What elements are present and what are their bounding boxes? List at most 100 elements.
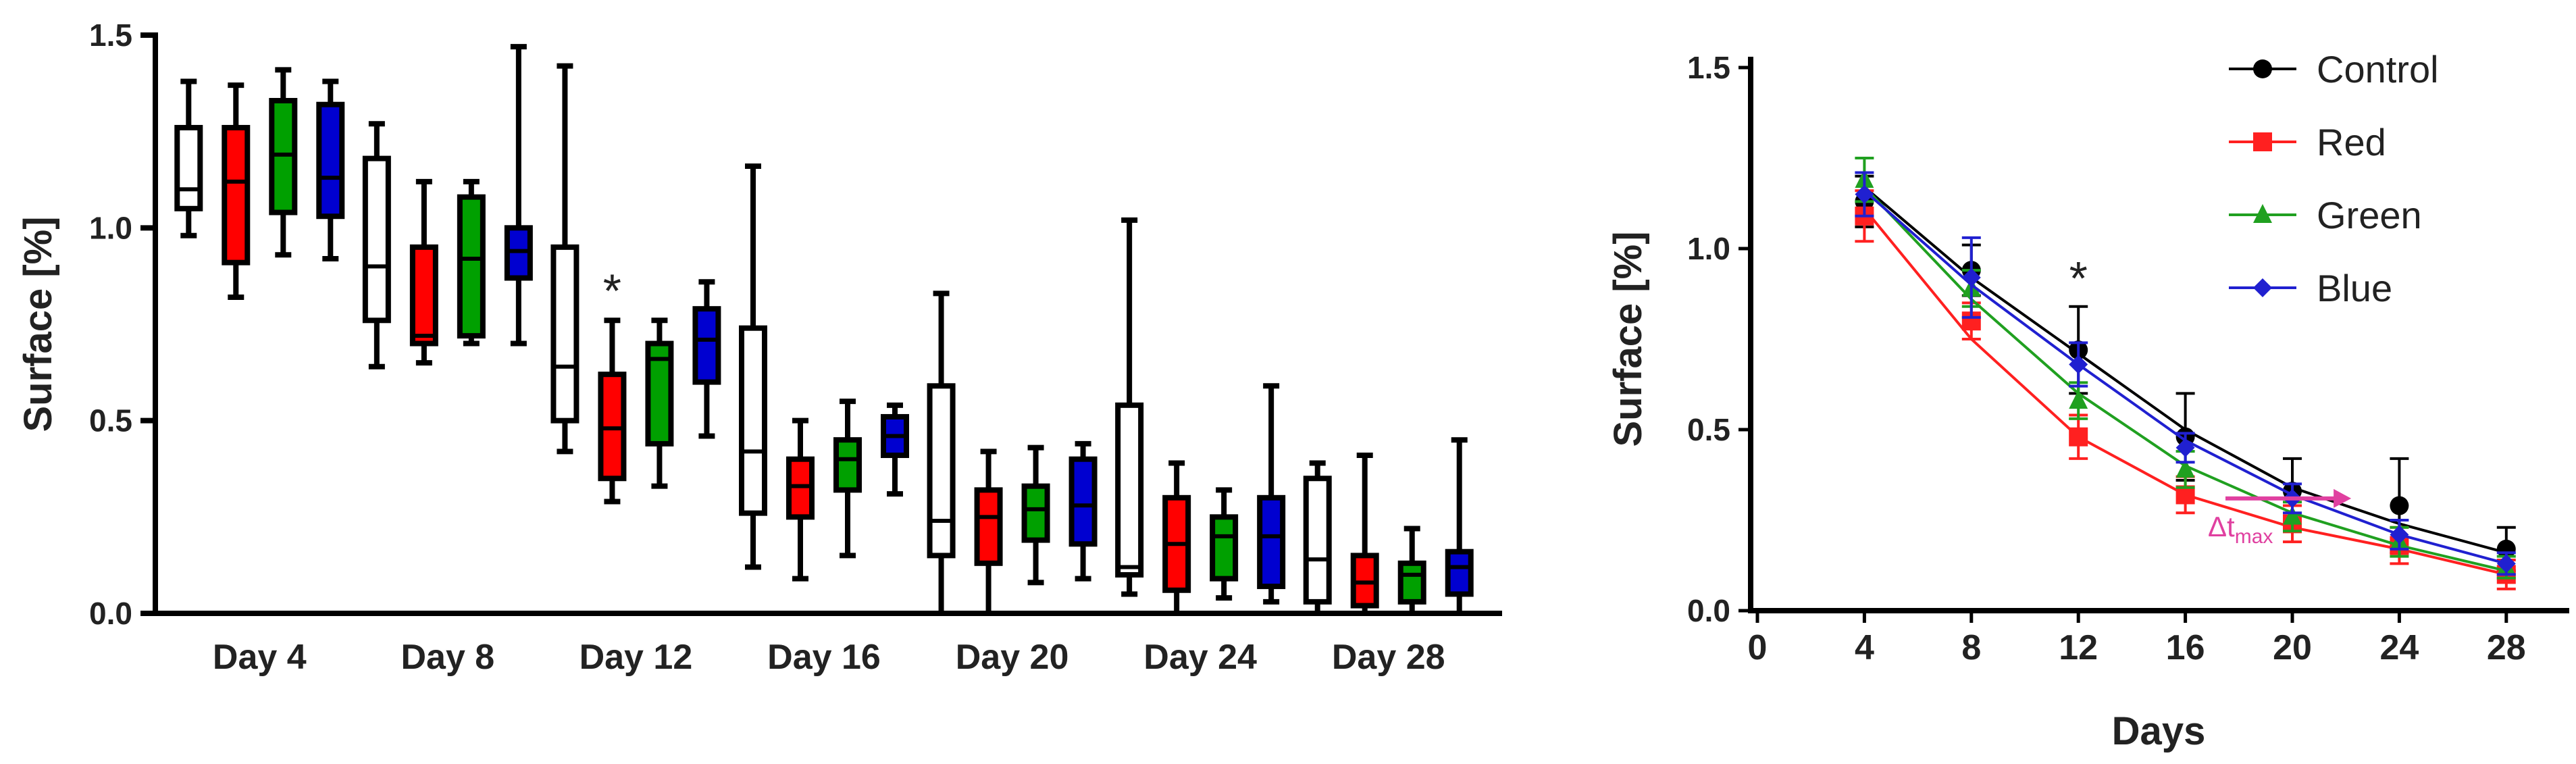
y-axis-title: Surface [%] xyxy=(1606,231,1650,447)
box-body xyxy=(174,124,203,211)
box-body xyxy=(550,244,579,424)
x-tick-label: 12 xyxy=(2059,628,2098,667)
y-tick-label: 1.0 xyxy=(89,210,132,245)
box-green xyxy=(1021,444,1050,586)
x-tick-label: 20 xyxy=(2273,628,2312,667)
boxplot-chart: 0.0 0.5 1.0 1.5 Surface [%] Day 4 Day 8 Day 12 *… xyxy=(16,18,1502,677)
box-control xyxy=(362,121,391,370)
box-body xyxy=(1068,456,1098,547)
data-point xyxy=(2175,438,2195,457)
y-tick-label: 0.0 xyxy=(89,596,132,631)
box-blue xyxy=(316,78,345,261)
significance-marker: * xyxy=(603,264,621,317)
x-tick-label: 0 xyxy=(1748,628,1768,667)
legend-label: Control xyxy=(2317,48,2439,91)
box-control xyxy=(550,63,579,455)
legend-item-blue: Blue xyxy=(2229,267,2392,309)
delta-t-label: Δtmax xyxy=(2208,511,2273,548)
box-body xyxy=(927,383,956,559)
legend-item-green: Green xyxy=(2229,194,2422,236)
fit-line xyxy=(1863,207,2507,576)
data-point xyxy=(2175,458,2195,478)
x-tick-label: 8 xyxy=(1961,628,1981,667)
box-control xyxy=(739,163,767,570)
data-point xyxy=(2069,355,2088,374)
x-tick-label: 24 xyxy=(2379,628,2419,667)
box-body xyxy=(222,124,251,265)
box-green xyxy=(645,317,674,489)
box-blue xyxy=(881,402,909,497)
box-body xyxy=(974,487,1003,566)
box-body xyxy=(1445,549,1474,597)
box-control xyxy=(174,78,203,238)
box-green xyxy=(457,178,486,347)
box-control xyxy=(927,290,956,616)
x-tick-label: 28 xyxy=(2487,628,2526,667)
box-body xyxy=(316,101,345,220)
box-green xyxy=(1397,526,1426,616)
data-point xyxy=(2283,505,2302,525)
y-tick-label: 0.5 xyxy=(89,403,132,438)
box-body xyxy=(692,306,721,385)
box-green xyxy=(833,399,862,559)
box-body xyxy=(1210,514,1239,582)
box-control xyxy=(1115,217,1144,597)
series-blue xyxy=(1855,171,2516,576)
y-tick-label: 1.0 xyxy=(1687,231,1730,266)
data-point xyxy=(2390,496,2409,515)
box-red xyxy=(786,417,815,582)
data-point xyxy=(2253,204,2272,223)
data-point xyxy=(2253,132,2272,151)
box-blue xyxy=(1257,383,1286,605)
x-tick-label: Day 28 xyxy=(1332,638,1445,677)
y-tick-label: 0.5 xyxy=(1687,412,1730,447)
line-chart: 0.0 0.5 1.0 1.5 0 4 8 12 16 20 24 28 Days Surface [%]… xyxy=(1606,48,2569,753)
significance-marker: * xyxy=(2069,252,2088,305)
box-green xyxy=(1210,487,1239,601)
box-red xyxy=(974,449,1003,616)
data-point xyxy=(2496,554,2516,574)
box-blue xyxy=(1445,437,1474,616)
box-body xyxy=(1303,476,1332,605)
data-point xyxy=(1855,184,1874,204)
legend-label: Red xyxy=(2317,121,2386,163)
x-tick-label: Day 4 xyxy=(213,638,307,677)
x-tick-label: Day 16 xyxy=(767,638,881,677)
legend-item-control: Control xyxy=(2229,48,2439,91)
data-point xyxy=(1961,268,1981,287)
data-point xyxy=(2069,427,2088,447)
box-red xyxy=(1350,453,1379,616)
box-blue xyxy=(1068,440,1098,582)
box-red xyxy=(222,82,251,301)
box-green xyxy=(269,67,298,258)
x-tick-label: Day 12 xyxy=(579,638,693,677)
legend-label: Green xyxy=(2317,194,2422,236)
box-body xyxy=(457,194,486,339)
box-body xyxy=(362,155,391,324)
box-blue xyxy=(504,44,533,347)
y-tick-label: 1.5 xyxy=(89,18,132,53)
box-body xyxy=(1021,483,1050,543)
box-blue xyxy=(692,279,721,439)
legend-label: Blue xyxy=(2317,267,2392,309)
x-axis-title: Days xyxy=(2112,709,2206,753)
x-tick-label: 16 xyxy=(2166,628,2205,667)
box-red xyxy=(598,317,627,505)
y-tick-label: 1.5 xyxy=(1687,50,1730,85)
box-control xyxy=(1303,460,1332,616)
legend-item-red: Red xyxy=(2229,121,2386,163)
y-tick-label: 0.0 xyxy=(1687,593,1730,628)
box-red xyxy=(409,178,438,366)
box-body xyxy=(409,244,438,347)
data-point xyxy=(2069,390,2088,409)
x-tick-label: Day 24 xyxy=(1143,638,1257,677)
data-point xyxy=(2390,525,2409,544)
box-body xyxy=(1257,494,1286,590)
box-body xyxy=(833,437,862,493)
box-red xyxy=(1162,460,1191,616)
box-body xyxy=(739,325,767,516)
delta-t-arrow-head xyxy=(2334,488,2352,508)
x-tick-label: Day 8 xyxy=(401,638,494,677)
y-axis-title: Surface [%] xyxy=(16,216,60,432)
